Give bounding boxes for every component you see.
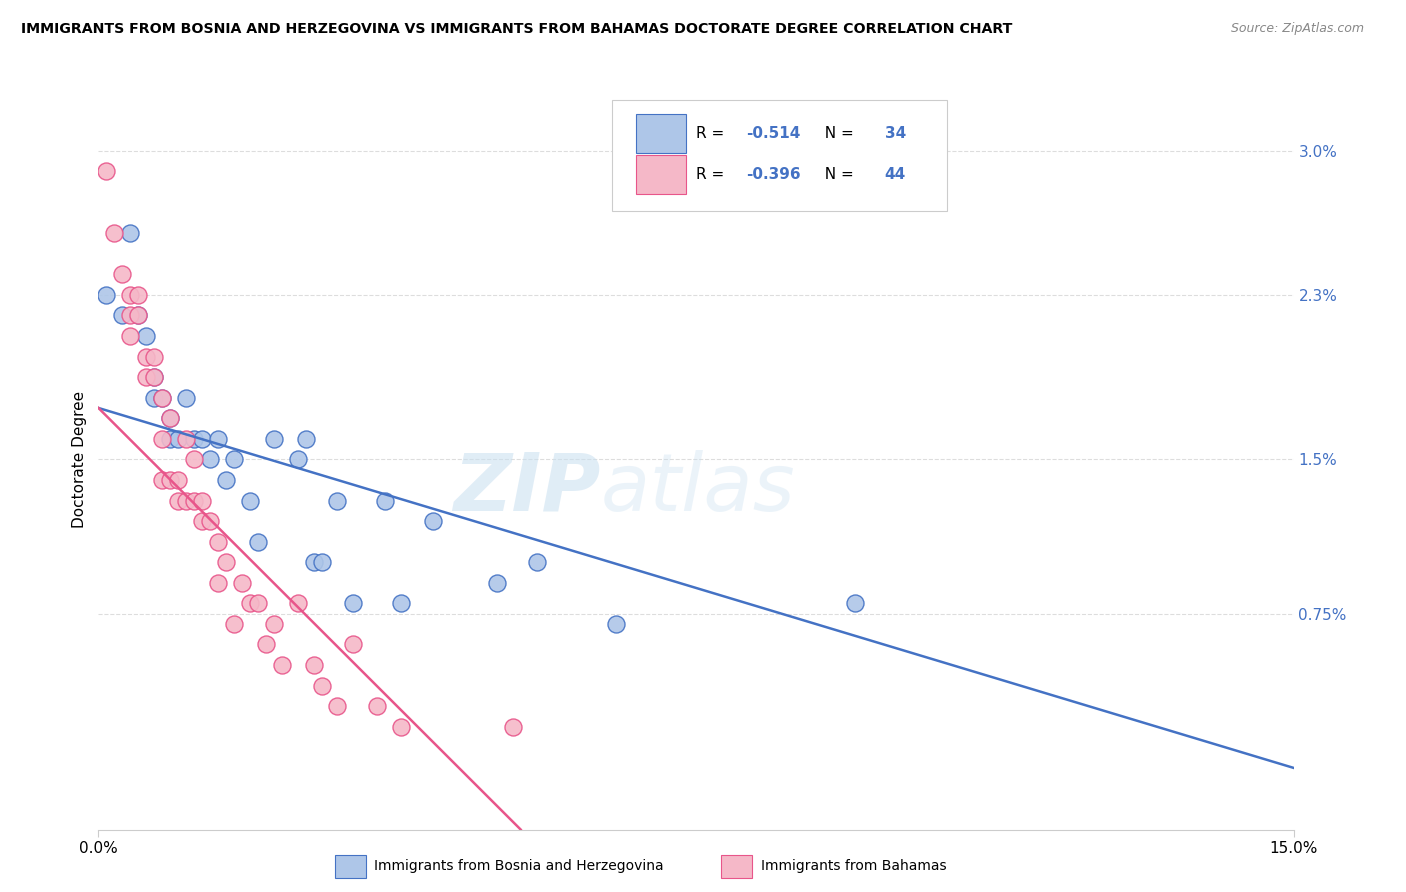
Point: [389, 596, 412, 610]
Text: Immigrants from Bahamas: Immigrants from Bahamas: [761, 859, 946, 873]
Point: [167, 493, 190, 508]
Text: R =: R =: [696, 126, 730, 141]
Point: [183, 432, 205, 446]
Point: [120, 288, 142, 302]
Text: atlas: atlas: [600, 450, 796, 528]
Point: [111, 309, 134, 323]
Point: [485, 575, 508, 590]
Point: [159, 432, 181, 446]
Text: N =: N =: [815, 126, 859, 141]
Text: 44: 44: [884, 167, 905, 182]
Point: [127, 288, 149, 302]
Point: [143, 391, 166, 405]
Point: [422, 514, 444, 528]
Point: [150, 432, 173, 446]
Point: [150, 473, 173, 487]
Point: [120, 309, 142, 323]
Point: [246, 534, 269, 549]
Point: [174, 432, 197, 446]
Point: [191, 514, 214, 528]
Point: [294, 432, 316, 446]
Point: [222, 616, 245, 631]
Point: [239, 596, 262, 610]
Point: [526, 555, 548, 569]
FancyBboxPatch shape: [613, 100, 948, 211]
Y-axis label: Doctorate Degree: Doctorate Degree: [72, 391, 87, 528]
Point: [326, 493, 349, 508]
Point: [207, 575, 229, 590]
Point: [287, 452, 309, 467]
Point: [159, 473, 181, 487]
Point: [222, 452, 245, 467]
Point: [239, 493, 262, 508]
Point: [111, 268, 134, 282]
Point: [135, 370, 157, 384]
FancyBboxPatch shape: [637, 155, 686, 194]
Point: [844, 596, 866, 610]
Point: [135, 329, 157, 343]
Point: [263, 616, 285, 631]
Point: [183, 452, 205, 467]
Point: [246, 596, 269, 610]
Point: [342, 596, 364, 610]
Text: -0.514: -0.514: [747, 126, 800, 141]
Point: [215, 473, 238, 487]
Text: 34: 34: [884, 126, 905, 141]
Point: [374, 493, 396, 508]
Point: [167, 432, 190, 446]
Point: [270, 658, 292, 673]
Point: [127, 309, 149, 323]
Point: [120, 329, 142, 343]
Point: [174, 391, 197, 405]
Point: [150, 391, 173, 405]
FancyBboxPatch shape: [637, 114, 686, 153]
Point: [231, 575, 253, 590]
Point: [207, 432, 229, 446]
Point: [127, 309, 149, 323]
Point: [263, 432, 285, 446]
Point: [120, 226, 142, 240]
Point: [389, 720, 412, 734]
Text: R =: R =: [696, 167, 730, 182]
Point: [96, 288, 118, 302]
Point: [135, 350, 157, 364]
Point: [183, 493, 205, 508]
Point: [143, 370, 166, 384]
Text: Immigrants from Bosnia and Herzegovina: Immigrants from Bosnia and Herzegovina: [374, 859, 664, 873]
Point: [326, 699, 349, 714]
Point: [366, 699, 388, 714]
Point: [342, 637, 364, 651]
Point: [191, 432, 214, 446]
Point: [254, 637, 277, 651]
Point: [103, 226, 125, 240]
Point: [159, 411, 181, 425]
Point: [96, 164, 118, 178]
Point: [311, 555, 333, 569]
Point: [143, 350, 166, 364]
Point: [159, 411, 181, 425]
Point: [302, 555, 325, 569]
Point: [215, 555, 238, 569]
Point: [191, 493, 214, 508]
Text: Source: ZipAtlas.com: Source: ZipAtlas.com: [1230, 22, 1364, 36]
Point: [287, 596, 309, 610]
Point: [174, 493, 197, 508]
Point: [502, 720, 524, 734]
Point: [302, 658, 325, 673]
Point: [150, 391, 173, 405]
Point: [311, 679, 333, 693]
Text: ZIP: ZIP: [453, 450, 600, 528]
Point: [198, 514, 221, 528]
Point: [143, 370, 166, 384]
Point: [198, 452, 221, 467]
Point: [207, 534, 229, 549]
Text: -0.396: -0.396: [747, 167, 801, 182]
Text: N =: N =: [815, 167, 859, 182]
Text: IMMIGRANTS FROM BOSNIA AND HERZEGOVINA VS IMMIGRANTS FROM BAHAMAS DOCTORATE DEGR: IMMIGRANTS FROM BOSNIA AND HERZEGOVINA V…: [21, 22, 1012, 37]
Point: [605, 616, 627, 631]
Point: [167, 473, 190, 487]
